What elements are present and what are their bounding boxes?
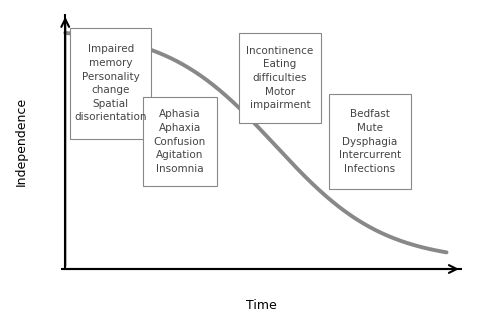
Text: Incontinence
Eating
difficulties
Motor
impairment: Incontinence Eating difficulties Motor i… bbox=[246, 46, 313, 110]
FancyBboxPatch shape bbox=[239, 33, 321, 123]
FancyBboxPatch shape bbox=[70, 28, 152, 139]
FancyBboxPatch shape bbox=[329, 94, 410, 189]
Text: Impaired
memory
Personality
change
Spatial
disorientation: Impaired memory Personality change Spati… bbox=[74, 44, 147, 122]
Text: Time: Time bbox=[246, 299, 277, 311]
Text: Bedfast
Mute
Dysphagia
Intercurrent
Infections: Bedfast Mute Dysphagia Intercurrent Infe… bbox=[339, 109, 401, 174]
Text: Independence: Independence bbox=[14, 97, 27, 186]
FancyBboxPatch shape bbox=[143, 97, 217, 187]
Text: Aphasia
Aphaxia
Confusion
Agitation
Insomnia: Aphasia Aphaxia Confusion Agitation Inso… bbox=[154, 109, 206, 174]
